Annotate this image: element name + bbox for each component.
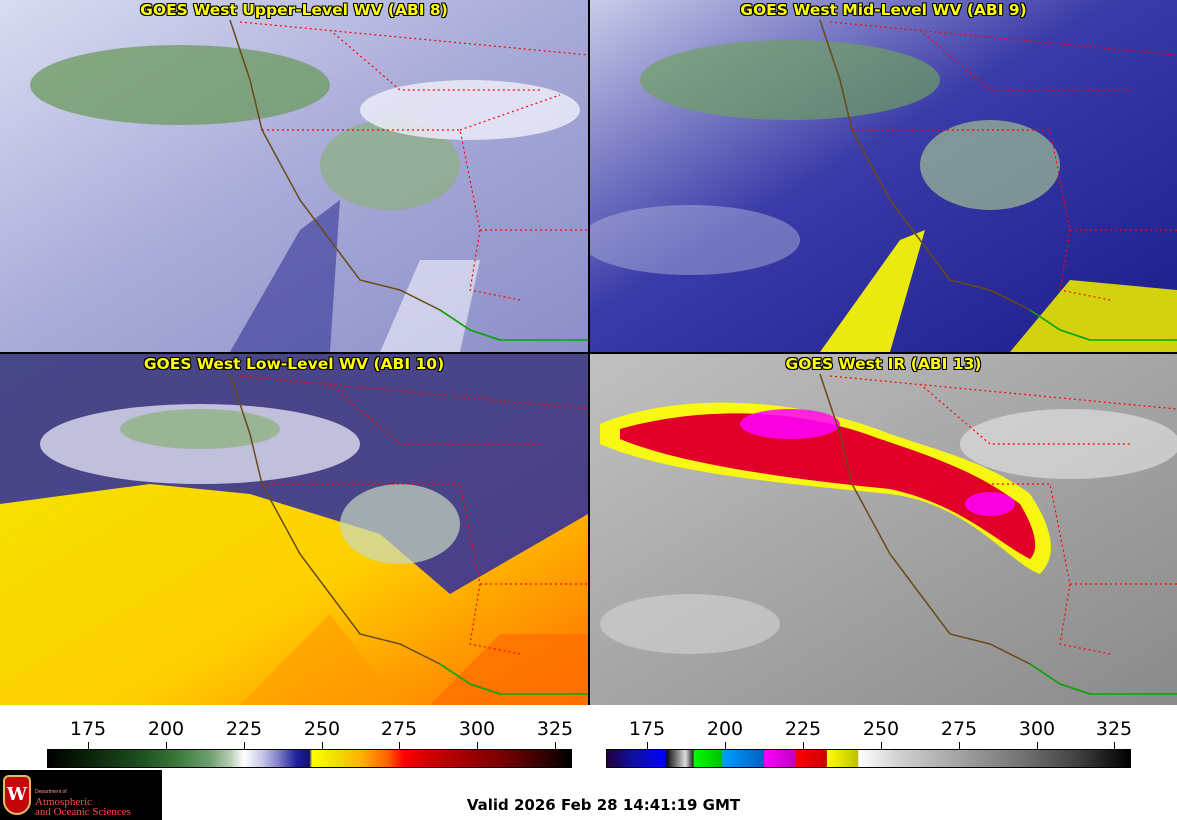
panel-title: GOES West Mid-Level WV (ABI 9) — [740, 1, 1027, 19]
panel-title: GOES West IR (ABI 13) — [785, 355, 982, 373]
low-level-wv-image — [0, 354, 588, 705]
wv-tick-label: 225 — [225, 718, 263, 740]
ir-tick-label: 250 — [862, 718, 900, 740]
panel-title: GOES West Low-Level WV (ABI 10) — [143, 355, 445, 373]
panel-title: GOES West Upper-Level WV (ABI 8) — [140, 1, 448, 19]
wv-tick-label: 200 — [147, 718, 185, 740]
ir-colorbar — [606, 749, 1131, 768]
wv-tick-label: 275 — [380, 718, 418, 740]
wv-tick-label: 325 — [536, 718, 574, 740]
ir-tick-mark — [959, 742, 960, 749]
wv-tick-mark — [477, 742, 478, 749]
ir-tick-label: 225 — [784, 718, 822, 740]
ir-tick-mark — [1114, 742, 1115, 749]
logo-department-text: Department of — [35, 789, 67, 795]
ir-tick-label: 175 — [628, 718, 666, 740]
ir-image — [590, 354, 1177, 705]
wv-tick-mark — [166, 742, 167, 749]
wv-tick-label: 250 — [303, 718, 341, 740]
wv-tick-mark — [322, 742, 323, 749]
ir-tick-label: 200 — [706, 718, 744, 740]
wv-tick-mark — [399, 742, 400, 749]
aos-logo: W Department of Atmospheric and Oceanic … — [0, 770, 162, 820]
ir-tick-mark — [647, 742, 648, 749]
logo-line2: and Oceanic Sciences — [35, 806, 131, 818]
panel-divider-vertical — [588, 0, 590, 705]
ir-tick-mark — [1037, 742, 1038, 749]
upper-level-wv-image — [0, 0, 588, 352]
panel-mid-level-wv: GOES West Mid-Level WV (ABI 9) — [590, 0, 1177, 352]
logo-line1: Atmospheric — [35, 796, 92, 808]
ir-tick-label: 300 — [1018, 718, 1056, 740]
wv-tick-mark — [555, 742, 556, 749]
ir-tick-label: 275 — [940, 718, 978, 740]
mid-level-wv-image — [590, 0, 1177, 352]
panel-low-level-wv: GOES West Low-Level WV (ABI 10) — [0, 354, 588, 705]
valid-time: Valid 2026 Feb 28 14:41:19 GMT — [466, 796, 741, 814]
ir-tick-mark — [803, 742, 804, 749]
uw-crest-icon: W — [3, 775, 31, 815]
panel-ir: GOES West IR (ABI 13) — [590, 354, 1177, 705]
ir-tick-mark — [881, 742, 882, 749]
wv-tick-mark — [244, 742, 245, 749]
ir-tick-mark — [725, 742, 726, 749]
wv-tick-mark — [88, 742, 89, 749]
wv-colorbar — [47, 749, 572, 768]
wv-tick-label: 300 — [458, 718, 496, 740]
panel-upper-level-wv: GOES West Upper-Level WV (ABI 8) — [0, 0, 588, 352]
ir-tick-label: 325 — [1095, 718, 1133, 740]
wv-tick-label: 175 — [69, 718, 107, 740]
